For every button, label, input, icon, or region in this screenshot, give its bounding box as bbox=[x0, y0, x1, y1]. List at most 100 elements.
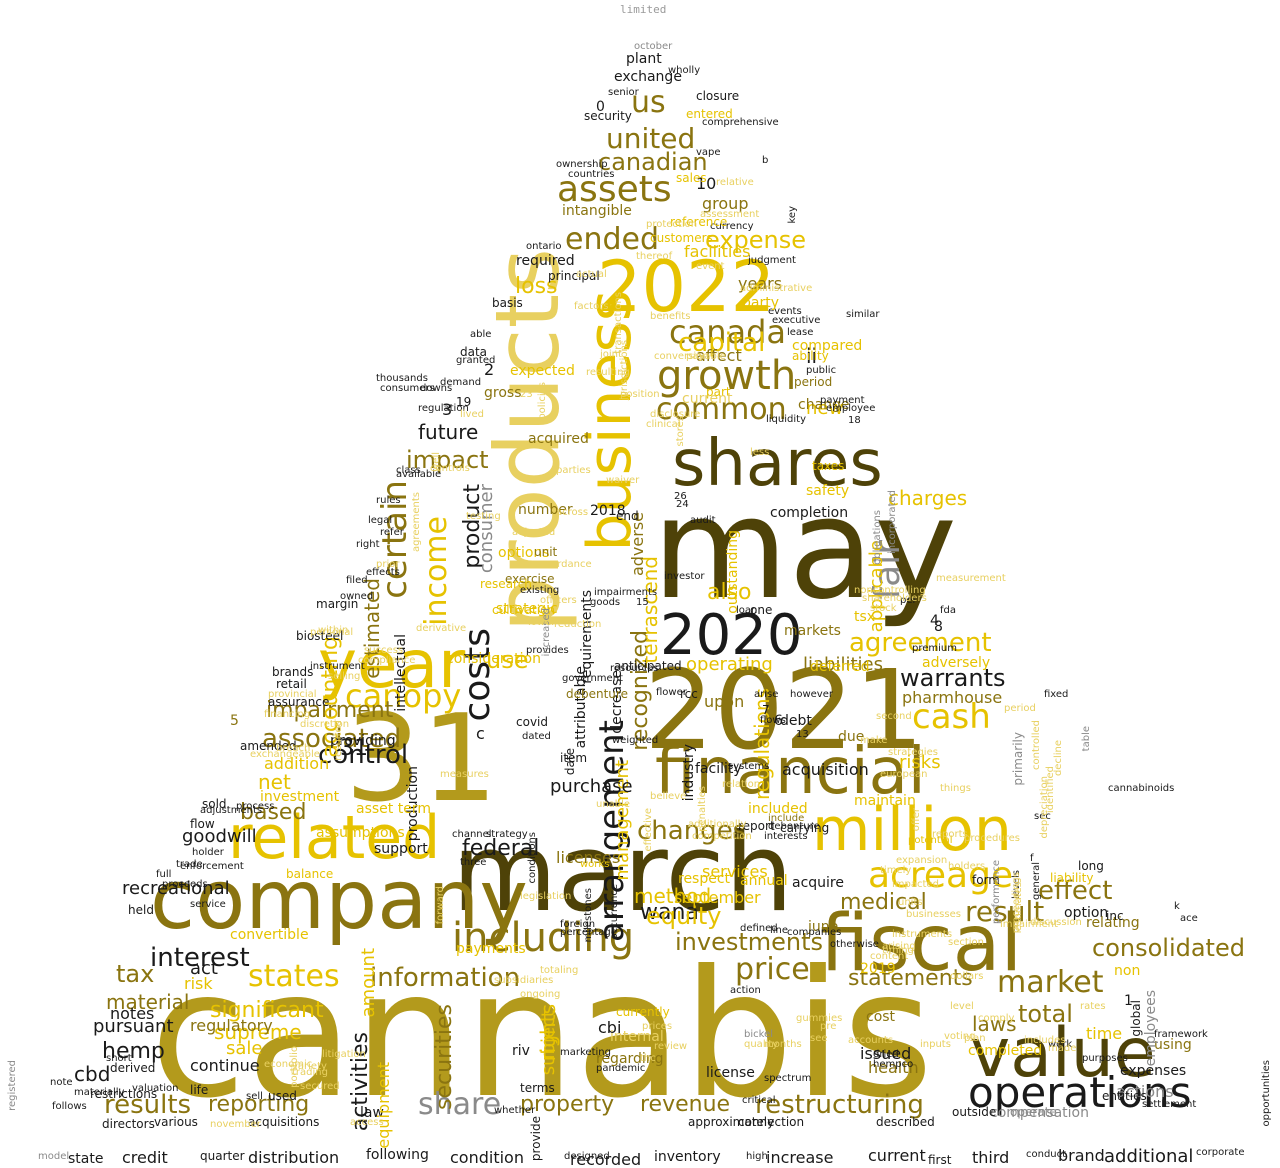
cloud-word: subsidiaries bbox=[494, 975, 554, 986]
cloud-word: report bbox=[738, 819, 775, 833]
cloud-word: connection bbox=[738, 1115, 805, 1129]
cloud-word: goods bbox=[590, 597, 621, 608]
cloud-word: consumers bbox=[380, 383, 435, 394]
cloud-word: k bbox=[1174, 901, 1180, 912]
cloud-word: framework bbox=[1154, 1029, 1208, 1040]
cloud-word: march bbox=[452, 811, 794, 936]
cloud-word: margin bbox=[316, 597, 359, 611]
cloud-word: amended bbox=[240, 739, 297, 753]
cloud-word: entered bbox=[686, 107, 733, 121]
cloud-word: dried bbox=[873, 1049, 899, 1060]
cloud-word: totaling bbox=[540, 965, 579, 976]
cloud-word: securities bbox=[432, 1004, 457, 1110]
cloud-word: long bbox=[1078, 859, 1104, 873]
cloud-word: debt bbox=[780, 713, 812, 729]
cloud-word: opportunities bbox=[1261, 1060, 1272, 1127]
cloud-word: deferred bbox=[810, 659, 870, 675]
cloud-word: licenses bbox=[556, 848, 621, 867]
cloud-word: work bbox=[1048, 1039, 1073, 1050]
cloud-word: balance bbox=[286, 867, 334, 881]
cloud-word: line bbox=[770, 925, 789, 936]
cloud-word: portfolio bbox=[289, 1046, 300, 1088]
cloud-word: date bbox=[563, 748, 577, 776]
cloud-word: outside bbox=[952, 1105, 997, 1119]
cloud-word: ace bbox=[1180, 913, 1198, 924]
cloud-word: ontario bbox=[526, 241, 562, 252]
cloud-word: relation bbox=[722, 779, 761, 790]
cloud-word: used bbox=[268, 1089, 297, 1103]
cloud-word: controlled bbox=[1031, 720, 1042, 770]
cloud-word: result bbox=[965, 895, 1045, 928]
cloud-word: basis bbox=[492, 296, 523, 310]
cloud-word: offer bbox=[911, 808, 922, 832]
cloud-word: derivative bbox=[416, 623, 467, 634]
cloud-word: canopy bbox=[345, 677, 462, 715]
cloud-word: third bbox=[972, 1148, 1010, 1167]
cloud-word: company bbox=[150, 853, 528, 948]
cloud-word: new bbox=[806, 398, 844, 419]
cloud-word: increase bbox=[766, 1148, 834, 1167]
cloud-word: instruments bbox=[892, 929, 953, 940]
cloud-word: 26 bbox=[674, 491, 687, 502]
cloud-word: brands bbox=[272, 665, 314, 679]
cloud-word: sales bbox=[676, 171, 707, 185]
cloud-word: 2020 bbox=[660, 603, 803, 668]
cloud-word: c bbox=[476, 724, 485, 743]
cloud-word: works bbox=[580, 859, 610, 870]
cloud-word: investments bbox=[675, 928, 824, 956]
cloud-word: pursuant bbox=[93, 1016, 174, 1037]
cloud-word: thc bbox=[640, 1053, 656, 1064]
cloud-word: internal bbox=[610, 1029, 664, 1045]
cloud-word: directors bbox=[102, 1117, 155, 1131]
cloud-word: conduct bbox=[1026, 1149, 1067, 1160]
cloud-word: increased bbox=[541, 608, 552, 657]
cloud-word: thousands bbox=[376, 373, 428, 384]
cloud-word: services bbox=[702, 862, 768, 881]
cloud-word: make bbox=[860, 735, 888, 746]
cloud-word: period bbox=[1004, 703, 1036, 714]
cloud-word: time bbox=[1086, 1024, 1123, 1043]
cloud-word: protection bbox=[646, 219, 698, 230]
cloud-word: exchangeable bbox=[250, 749, 320, 760]
cloud-word: made bbox=[1048, 1043, 1077, 1054]
cloud-word: compliance bbox=[358, 655, 416, 666]
cloud-word: acquired bbox=[528, 431, 589, 447]
cloud-word: 6 bbox=[774, 713, 783, 729]
cloud-word: position bbox=[620, 389, 660, 400]
cloud-word: completed bbox=[968, 1043, 1043, 1059]
cloud-word: sell bbox=[246, 1091, 263, 1102]
cloud-word: covid bbox=[516, 715, 548, 729]
cloud-word: corporate bbox=[1196, 1147, 1245, 1158]
cloud-word: see bbox=[810, 1033, 828, 1044]
cloud-word: various bbox=[154, 1115, 198, 1129]
cloud-word: affect bbox=[696, 346, 742, 365]
cloud-word: selling bbox=[328, 671, 361, 682]
cloud-word: demand bbox=[440, 377, 482, 388]
cloud-word: approximately bbox=[688, 1115, 775, 1129]
cloud-word: fiscal bbox=[820, 899, 1023, 989]
cloud-word: strategic bbox=[496, 601, 558, 617]
cloud-word: public bbox=[806, 365, 837, 376]
cloud-word: stock bbox=[870, 603, 897, 614]
cloud-word: canadian bbox=[598, 148, 708, 176]
cloud-word: property bbox=[520, 1092, 615, 1117]
cloud-word: investment bbox=[260, 789, 340, 805]
cloud-word: administrative bbox=[740, 283, 813, 294]
cloud-word: states bbox=[248, 959, 340, 994]
cloud-word: continue bbox=[190, 1056, 260, 1075]
cloud-word: equipment bbox=[374, 1062, 393, 1149]
cloud-word: november bbox=[210, 1119, 261, 1130]
cloud-word: recorded bbox=[570, 1150, 642, 1168]
cloud-word: 15 bbox=[636, 597, 649, 608]
cloud-word: impact bbox=[406, 446, 489, 474]
cloud-word: flow bbox=[190, 817, 215, 831]
cloud-word: described bbox=[876, 1115, 935, 1129]
cloud-word: employee bbox=[826, 403, 876, 414]
cloud-word: debenture bbox=[566, 687, 628, 701]
cloud-word: risk bbox=[184, 974, 213, 993]
cloud-word: following bbox=[366, 1147, 429, 1163]
cloud-word: life bbox=[190, 1083, 209, 1097]
cloud-word: action bbox=[730, 985, 761, 996]
cloud-word: june bbox=[808, 919, 839, 935]
cloud-word: marketing bbox=[560, 1047, 611, 1058]
